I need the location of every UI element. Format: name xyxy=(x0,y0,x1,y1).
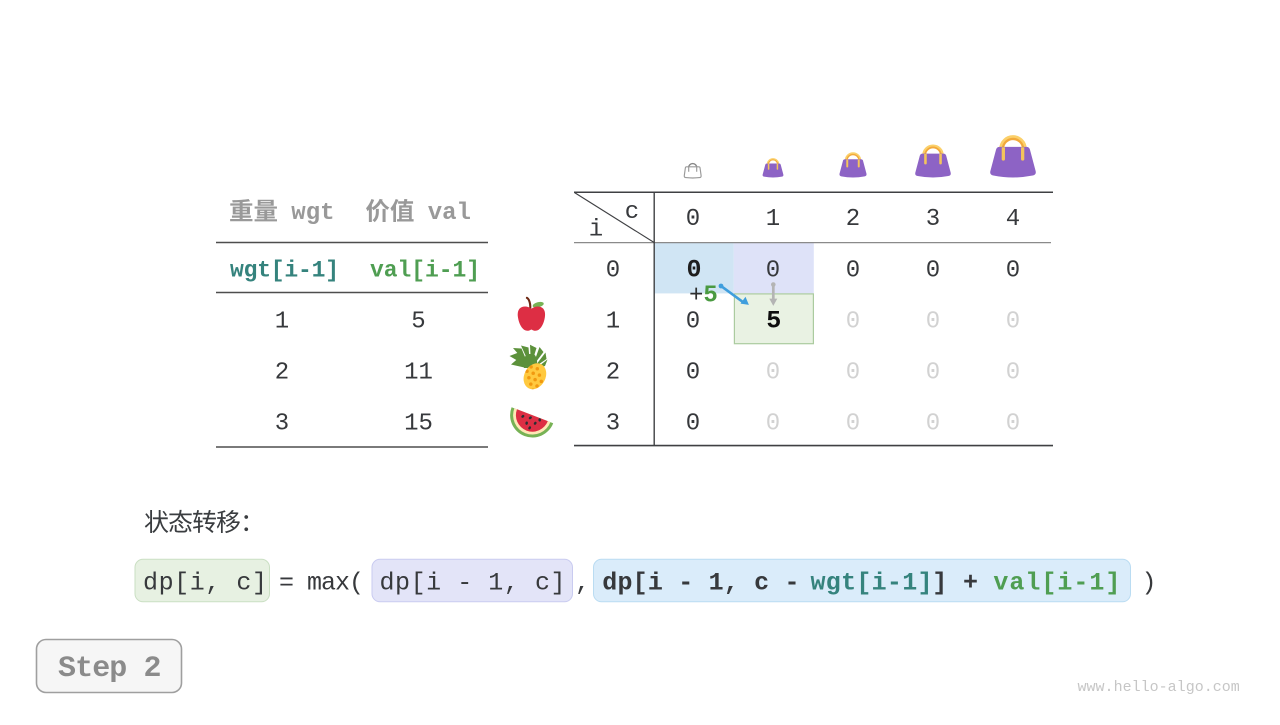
svg-text:3: 3 xyxy=(606,410,620,437)
svg-text:0: 0 xyxy=(766,410,780,437)
svg-text:val[i-1]: val[i-1] xyxy=(370,257,480,283)
svg-text:wgt[i-1]: wgt[i-1] xyxy=(230,257,339,283)
svg-text:15: 15 xyxy=(404,410,433,437)
svg-text:0: 0 xyxy=(1006,257,1020,284)
svg-text:1: 1 xyxy=(275,308,289,335)
svg-text:0: 0 xyxy=(846,410,860,437)
svg-text:c: c xyxy=(625,199,639,226)
svg-text:0: 0 xyxy=(926,410,940,437)
svg-text:+5: +5 xyxy=(689,283,718,310)
svg-text:www.hello-algo.com: www.hello-algo.com xyxy=(1078,679,1240,696)
svg-text:,: , xyxy=(575,568,590,597)
svg-text:0: 0 xyxy=(1006,308,1020,335)
svg-text:0: 0 xyxy=(766,359,780,386)
svg-text:dp[i - 1, c]: dp[i - 1, c] xyxy=(380,568,566,597)
svg-text:2: 2 xyxy=(606,359,620,386)
svg-text:0: 0 xyxy=(606,257,620,284)
svg-text:0: 0 xyxy=(686,206,700,233)
svg-text:2: 2 xyxy=(846,206,860,233)
svg-text:val[i-1]: val[i-1] xyxy=(993,568,1120,597)
svg-text:wgt[i-1]: wgt[i-1] xyxy=(811,568,933,597)
svg-text:val: val xyxy=(428,200,471,227)
svg-text:0: 0 xyxy=(846,257,860,284)
svg-text:11: 11 xyxy=(404,359,433,386)
svg-text:0: 0 xyxy=(846,308,860,335)
svg-text:2: 2 xyxy=(275,359,289,386)
svg-text:0: 0 xyxy=(926,359,940,386)
svg-text:3: 3 xyxy=(926,206,940,233)
svg-text:0: 0 xyxy=(686,308,700,335)
svg-text:3: 3 xyxy=(275,410,289,437)
svg-text:5: 5 xyxy=(766,307,781,336)
svg-text:0: 0 xyxy=(926,257,940,284)
svg-text:5: 5 xyxy=(411,308,425,335)
svg-text:] +: ] + xyxy=(932,568,993,597)
svg-text:0: 0 xyxy=(686,255,701,284)
svg-text:0: 0 xyxy=(846,359,860,386)
svg-text:0: 0 xyxy=(926,308,940,335)
svg-text:): ) xyxy=(1142,568,1157,597)
svg-text:0: 0 xyxy=(1006,359,1020,386)
svg-text:4: 4 xyxy=(1006,206,1020,233)
svg-text:0: 0 xyxy=(686,410,700,437)
svg-text:0: 0 xyxy=(1006,410,1020,437)
svg-text:= max(: = max( xyxy=(279,568,364,597)
svg-text:i: i xyxy=(589,217,603,244)
svg-text:Step 2: Step 2 xyxy=(58,652,161,686)
svg-text:wgt: wgt xyxy=(291,200,334,227)
svg-text:0: 0 xyxy=(686,359,700,386)
svg-text:1: 1 xyxy=(766,206,780,233)
svg-text:0: 0 xyxy=(766,257,780,284)
svg-text:dp[i - 1, c -: dp[i - 1, c - xyxy=(602,568,814,597)
svg-text:dp[i, c]: dp[i, c] xyxy=(143,568,267,597)
svg-text:1: 1 xyxy=(606,308,620,335)
